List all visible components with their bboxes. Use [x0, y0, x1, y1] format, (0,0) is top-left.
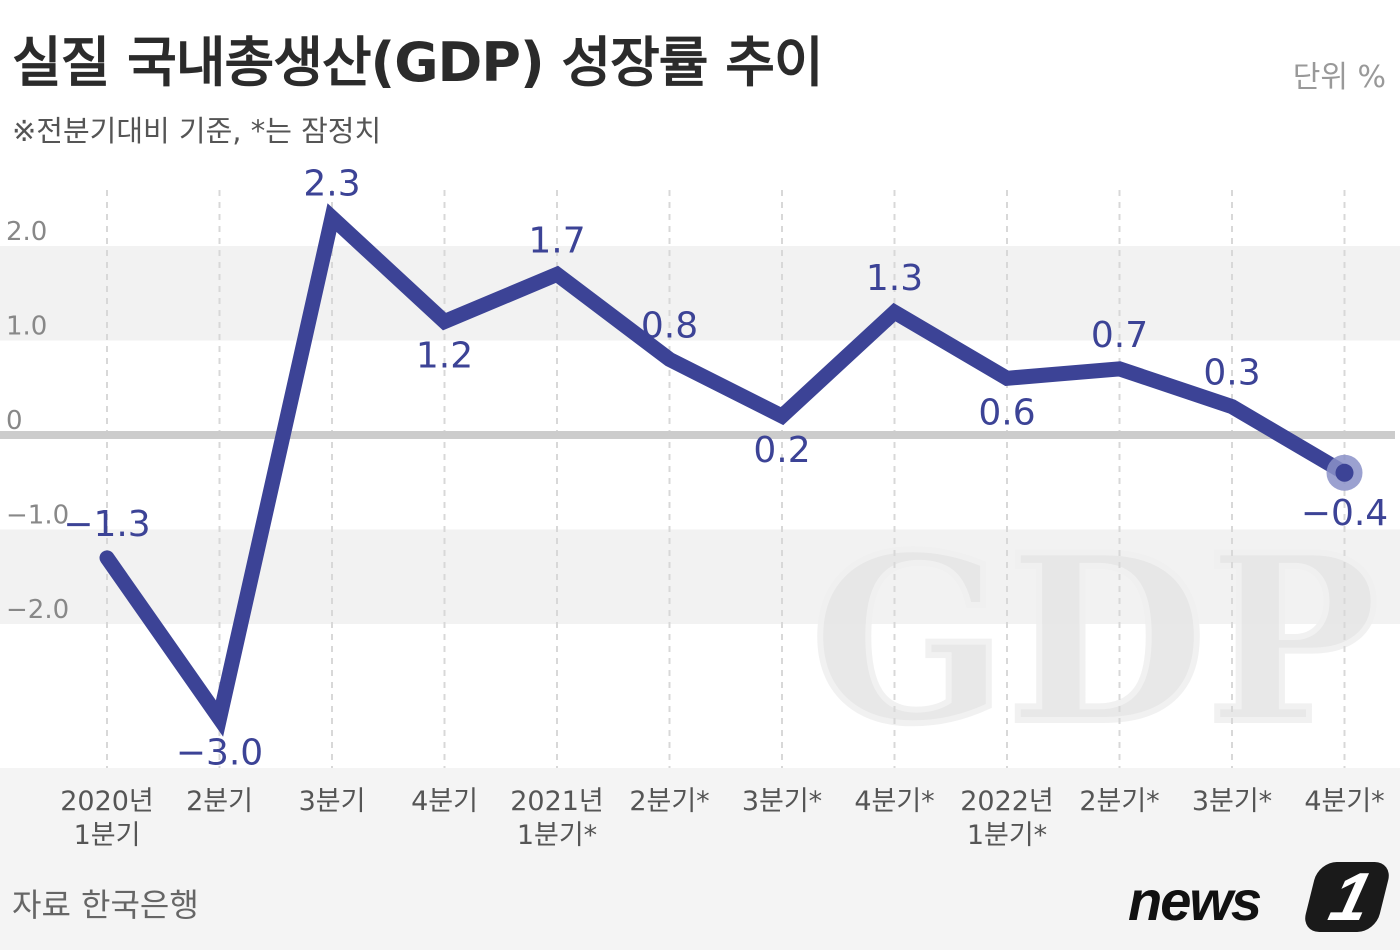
x-tick-label: 4분기*: [854, 786, 934, 817]
data-label: 0.8: [641, 305, 698, 346]
data-label: −3.0: [176, 733, 263, 774]
data-label: 1.7: [528, 220, 585, 261]
x-tick-label: 2분기: [186, 786, 253, 817]
data-label: 0.7: [1091, 315, 1148, 356]
chart-title: 실질 국내총생산(GDP) 성장률 추이: [12, 31, 824, 94]
background-band-1: [0, 529, 1400, 624]
x-tick-label: 2분기*: [629, 786, 709, 817]
y-tick-label: 2.0: [6, 217, 47, 247]
data-label: 1.2: [416, 336, 473, 377]
x-tick-label: 1분기*: [517, 820, 597, 851]
y-tick-label: 1.0: [6, 312, 47, 342]
x-tick-label: 2분기*: [1079, 786, 1159, 817]
x-tick-label: 4분기*: [1304, 786, 1384, 817]
x-tick-label: 1분기: [74, 820, 141, 851]
news1-logo: news 1: [1128, 859, 1393, 935]
x-tick-label: 2022년: [960, 786, 1054, 817]
unit-label: 단위 %: [1292, 60, 1386, 95]
x-tick-label: 2020년: [60, 786, 154, 817]
x-tick-label: 4분기: [411, 786, 478, 817]
y-tick-label: 0: [6, 406, 23, 436]
data-label: 0.2: [753, 430, 810, 471]
logo-text: news: [1128, 869, 1262, 932]
x-tick-label: 1분기*: [967, 820, 1047, 851]
x-tick-label: 3분기*: [742, 786, 822, 817]
background-band-0: [0, 246, 1400, 341]
y-tick-label: −1.0: [6, 501, 69, 531]
data-label: −0.4: [1301, 493, 1388, 534]
data-label: 0.6: [978, 392, 1035, 433]
x-tick-label: 3분기*: [1192, 786, 1272, 817]
logo-badge-number: 1: [1322, 859, 1380, 935]
logo-badge: 1: [1301, 859, 1393, 935]
data-point-last: [1335, 463, 1354, 482]
x-tick-label: 2021년: [510, 786, 604, 817]
data-label: 2.3: [303, 164, 360, 205]
series-line: [99, 203, 1352, 737]
data-label: −1.3: [63, 504, 150, 545]
x-tick-label: 3분기: [299, 786, 366, 817]
axis-area: [0, 768, 1400, 950]
watermark-text: GDP: [811, 505, 1380, 775]
chart-subtitle: ※전분기대비 기준, *는 잠정치: [12, 114, 382, 148]
source-label: 자료 한국은행: [12, 886, 199, 924]
data-label: 0.3: [1203, 353, 1260, 394]
y-tick-label: −2.0: [6, 595, 69, 625]
data-label: 1.3: [866, 258, 923, 299]
